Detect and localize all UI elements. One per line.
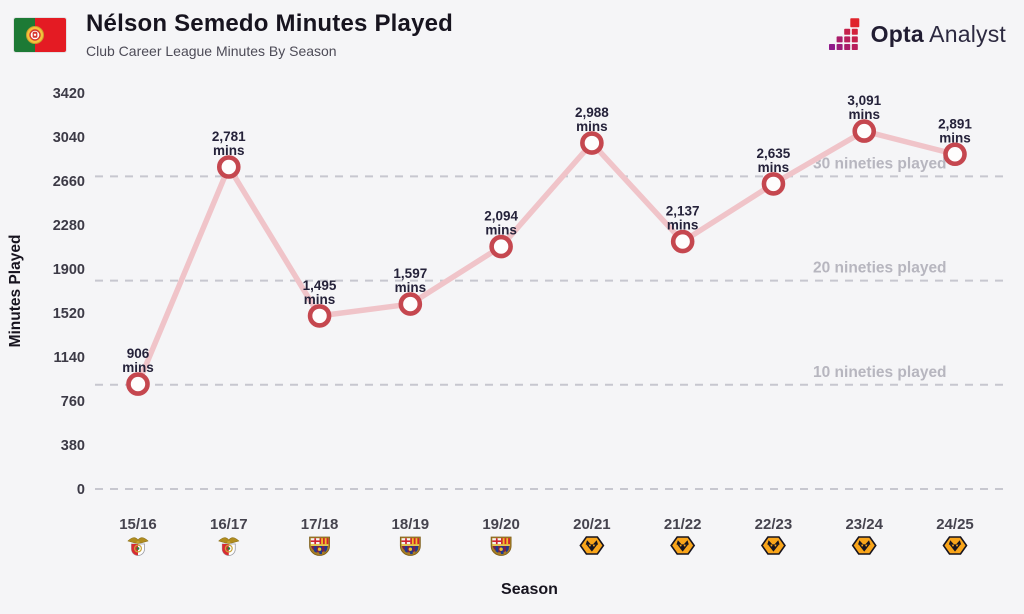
- y-axis-title: Minutes Played: [7, 235, 24, 348]
- page-title: Nélson Semedo Minutes Played: [86, 10, 454, 37]
- y-axis-tick: 2280: [53, 218, 85, 234]
- y-axis-tick: 2660: [53, 174, 85, 190]
- data-point-value: 2,137: [666, 204, 700, 219]
- club-badge-benfica: [218, 537, 240, 556]
- portugal-flag-icon: [14, 18, 66, 52]
- data-point-value: 2,094: [484, 209, 518, 224]
- club-badge-wolves: [760, 536, 786, 555]
- club-badge-wolves: [579, 536, 605, 555]
- club-badge-wolves: [670, 536, 696, 555]
- data-point-unit: mins: [485, 223, 517, 238]
- y-axis-tick: 3420: [53, 86, 85, 102]
- data-point-value: 2,988: [575, 105, 609, 120]
- page-subtitle: Club Career League Minutes By Season: [86, 43, 337, 59]
- header: Nélson Semedo Minutes Played Club Career…: [0, 0, 1024, 72]
- club-badge-barcelona: [490, 536, 512, 556]
- opta-analyst-logo: Opta Analyst: [828, 16, 1006, 52]
- opta-logo-mark-icon: [828, 18, 859, 50]
- data-point-unit: mins: [848, 107, 880, 122]
- reference-line-label: 20 nineties played: [813, 260, 947, 277]
- brand-bold: Opta: [870, 20, 924, 47]
- y-axis-tick: 1520: [53, 306, 85, 322]
- x-axis-tick: 17/18: [301, 516, 339, 533]
- data-point-value: 3,091: [847, 93, 881, 108]
- club-badge-benfica: [127, 537, 149, 556]
- data-point-value: 1,495: [303, 278, 337, 293]
- club-badge-barcelona: [399, 536, 421, 556]
- x-axis-tick: 16/17: [210, 516, 248, 533]
- club-badge-barcelona: [309, 536, 330, 556]
- x-axis-tick: 20/21: [573, 516, 611, 533]
- data-point-value: 1,597: [393, 266, 427, 281]
- x-axis-tick: 19/20: [482, 516, 520, 533]
- chart-titles: Nélson Semedo Minutes Played Club Career…: [86, 10, 453, 59]
- brand-regular: Analyst: [929, 20, 1006, 47]
- reference-line: 30 nineties played: [95, 155, 1010, 178]
- reference-line: 10 nineties played: [95, 364, 1010, 386]
- y-axis-tick: 1900: [53, 262, 85, 278]
- data-point-unit: mins: [122, 360, 154, 375]
- y-axis-tick: 380: [61, 438, 85, 454]
- x-axis-tick: 22/23: [755, 516, 793, 533]
- data-point-unit: mins: [667, 218, 699, 233]
- x-axis-tick: 15/16: [119, 516, 157, 533]
- data-point-value: 906: [127, 346, 150, 361]
- reference-line-label: 30 nineties played: [813, 155, 947, 172]
- data-point-unit: mins: [395, 280, 427, 295]
- y-axis-tick: 0: [77, 482, 85, 498]
- x-axis-tick: 24/25: [936, 516, 974, 533]
- y-axis-tick: 3040: [53, 130, 85, 146]
- data-point-unit: mins: [758, 160, 790, 175]
- x-axis-tick: 18/19: [392, 516, 430, 533]
- opta-logo-text: Opta Analyst: [871, 21, 1006, 48]
- data-point-unit: mins: [304, 292, 336, 307]
- data-line: [135, 128, 958, 387]
- reference-line-label: 10 nineties played: [813, 364, 947, 381]
- y-axis-tick: 1140: [54, 350, 85, 366]
- data-point-unit: mins: [576, 119, 608, 134]
- data-point-value: 2,891: [938, 116, 972, 131]
- x-axis-tick: 21/22: [664, 516, 702, 533]
- x-axis-title: Season: [501, 581, 558, 598]
- y-axis-tick: 760: [61, 394, 85, 410]
- club-badge-wolves: [851, 536, 877, 555]
- data-point-value: 2,635: [757, 146, 791, 161]
- reference-line: 20 nineties played: [95, 260, 1010, 282]
- club-badge-wolves: [942, 536, 968, 555]
- data-point-value: 2,781: [212, 129, 246, 144]
- data-point-unit: mins: [213, 143, 245, 158]
- data-point-unit: mins: [939, 130, 971, 145]
- x-axis-tick: 23/24: [845, 516, 883, 533]
